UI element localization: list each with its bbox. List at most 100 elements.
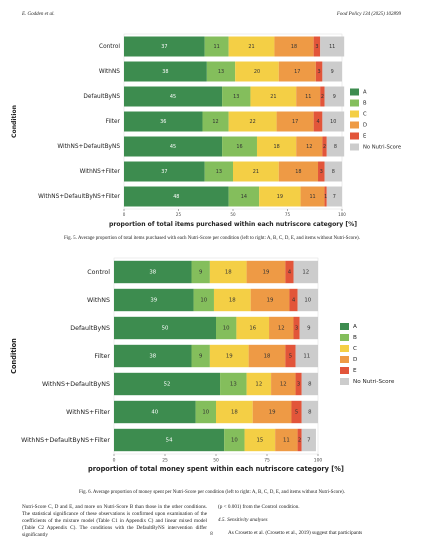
- bar-segment: [320, 86, 325, 107]
- bar-segment: [124, 86, 223, 107]
- x-tick-label: 25: [162, 458, 168, 464]
- bar-segment: [202, 111, 229, 132]
- value-label: 9: [199, 270, 203, 276]
- value-label: 17: [292, 119, 298, 125]
- value-label: 8: [308, 382, 312, 388]
- legend-swatch: [350, 99, 359, 107]
- caption: Fig. 6. Average proportion of money spen…: [79, 490, 345, 495]
- bar-segment: [289, 288, 298, 312]
- bar-segment: [250, 86, 297, 107]
- bar-segment: [297, 288, 318, 312]
- body-text: (p < 0.001) from the Control condition.: [218, 504, 300, 510]
- y-tick-label: DefaultByNS: [83, 94, 120, 100]
- bar-segment: [228, 36, 275, 57]
- bar-segment: [250, 288, 290, 312]
- value-label: 9: [333, 94, 336, 100]
- x-axis-label: proportion of total money spent within e…: [88, 465, 344, 473]
- value-label: 39: [150, 298, 157, 304]
- value-label: 18: [229, 298, 236, 304]
- bar-segment: [236, 316, 270, 340]
- value-label: 19: [263, 270, 270, 276]
- bar-segment: [252, 400, 292, 424]
- bar-segment: [322, 136, 327, 157]
- legend-label: No Nutri-Score: [353, 379, 395, 385]
- value-label: 37: [161, 169, 167, 175]
- value-label: 5: [295, 410, 298, 416]
- bar-segment: [301, 372, 318, 396]
- value-label: 50: [162, 326, 169, 332]
- value-label: 38: [162, 69, 168, 75]
- value-label: 10: [330, 119, 336, 125]
- bar-segment: [228, 186, 260, 207]
- y-tick-label: WithNS+DefaultByNS: [57, 144, 120, 150]
- bar-segment: [313, 36, 321, 57]
- value-label: 18: [264, 354, 271, 360]
- value-label: 18: [231, 410, 238, 416]
- value-label: 4: [292, 298, 296, 304]
- bar-segment: [299, 316, 318, 340]
- y-axis-label: Condition: [10, 338, 18, 374]
- legend-swatch: [340, 323, 349, 330]
- bar-segment: [191, 260, 210, 284]
- value-label: 3: [320, 169, 323, 175]
- value-label: 1: [324, 194, 327, 200]
- bar-segment: [318, 161, 325, 182]
- value-label: 48: [173, 194, 179, 200]
- value-label: 8: [334, 144, 337, 150]
- legend-label: E: [353, 368, 357, 374]
- value-label: 52: [164, 382, 171, 388]
- value-label: 16: [249, 326, 256, 332]
- value-label: 36: [160, 119, 166, 125]
- y-tick-label: WithNS+DefaultByNS+Filter: [21, 437, 110, 444]
- body-text: As Crosetto et al. (Crosetto et al., 201…: [228, 530, 363, 536]
- value-label: 3: [297, 382, 300, 388]
- body-right: (p < 0.001) from the Control condition. …: [218, 504, 403, 537]
- value-label: 9: [331, 69, 334, 75]
- value-label: 11: [305, 94, 311, 100]
- value-label: 38: [149, 354, 156, 360]
- value-label: 15: [256, 438, 263, 444]
- bar-segment: [322, 111, 345, 132]
- value-label: 40: [151, 410, 158, 416]
- bar-segment: [114, 344, 192, 368]
- value-label: 12: [212, 119, 218, 125]
- bar-segment: [297, 428, 302, 452]
- y-tick-label: WithNS+DefaultByNS+Filter: [38, 194, 120, 200]
- bar-segment: [269, 316, 294, 340]
- bar-segment: [324, 186, 327, 207]
- bar-segment: [301, 428, 316, 452]
- legend-label: E: [363, 134, 366, 140]
- y-tick-label: WithNS+Filter: [66, 409, 110, 416]
- x-tick-label: 75: [264, 458, 270, 464]
- bar-segment: [285, 344, 296, 368]
- value-label: 18: [295, 169, 301, 175]
- value-label: 2: [323, 144, 326, 150]
- caption: Fig. 5. Average proportion of total item…: [64, 236, 360, 241]
- value-label: 7: [333, 194, 336, 200]
- value-label: 22: [249, 119, 255, 125]
- value-label: 19: [269, 410, 276, 416]
- bar-segment: [124, 161, 205, 182]
- bar-segment: [204, 161, 233, 182]
- legend-swatch: [340, 367, 349, 374]
- bar-segment: [124, 186, 229, 207]
- bar-segment: [235, 61, 279, 82]
- value-label: 13: [218, 69, 224, 75]
- value-label: 37: [161, 44, 167, 50]
- y-tick-label: Filter: [94, 353, 110, 360]
- x-tick-label: 100: [314, 458, 323, 464]
- bar-segment: [213, 288, 251, 312]
- value-label: 19: [267, 298, 274, 304]
- value-label: 20: [254, 69, 260, 75]
- legend-swatch: [350, 110, 359, 118]
- value-label: 14: [241, 194, 247, 200]
- bar-segment: [295, 344, 318, 368]
- legend-swatch: [350, 121, 359, 129]
- bar-segment: [256, 136, 297, 157]
- bar-segment: [326, 186, 342, 207]
- bar-segment: [193, 288, 214, 312]
- value-label: 12: [278, 326, 285, 332]
- bar-segment: [191, 344, 210, 368]
- bar-segment: [114, 316, 216, 340]
